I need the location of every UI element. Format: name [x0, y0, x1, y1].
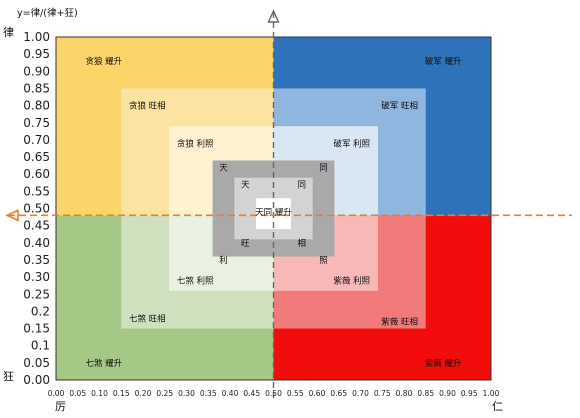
x-tick-label: 0.80: [396, 389, 413, 398]
y-tick-label: 0.75: [23, 116, 50, 130]
y-tick-label: 0.65: [23, 150, 50, 164]
vertical-divider-arrow: [267, 9, 280, 23]
region-label: 破军 旺相: [381, 101, 418, 112]
region-label: 天: [241, 180, 250, 190]
region-label: 破军 利照: [333, 138, 370, 149]
x-tick-label: 0.95: [461, 389, 478, 398]
y-tick-label: 0.45: [23, 219, 50, 233]
region-label: 利: [219, 255, 228, 266]
region-label: 天同 耀升: [255, 207, 292, 218]
region-label: 贪狼 利照: [177, 138, 214, 149]
y-tick-label: 0.40: [23, 236, 50, 250]
x-tick-label: 0.10: [91, 389, 108, 398]
region-label: 七煞 利照: [177, 276, 214, 287]
y-tick-label: 0.55: [23, 184, 50, 198]
x-tick-label: 0.35: [200, 389, 217, 398]
x-tick-label: 0.50: [265, 389, 282, 398]
x-left-label: 厉: [55, 400, 66, 413]
x-tick-label: 0.20: [135, 389, 152, 398]
y-tick-label: 0.00: [23, 373, 50, 387]
region-label: 照: [319, 256, 328, 266]
y-tick-label: 0.95: [23, 47, 50, 61]
x-tick-label: 0.00: [48, 389, 65, 398]
y-tick-label: 0.85: [23, 81, 50, 95]
region-label: 贪狼 耀升: [85, 56, 122, 67]
region-label: 紫薇 利照: [333, 276, 370, 287]
y-tick-label: 0.05: [23, 356, 50, 370]
x-tick-labels: 0.00 0.05 0.10 0.15 0.20 0.25 0.30 0.35 0.40 0.45…: [48, 389, 500, 398]
y-tick-label: 0.80: [23, 99, 50, 113]
x-right-label: 仁: [492, 400, 503, 413]
region-label: 七煞 旺相: [129, 313, 166, 324]
region-label: 天: [219, 163, 228, 173]
y-tick-label: 0.50: [23, 202, 50, 216]
y-tick-label: 0.1: [31, 339, 50, 353]
x-tick-label: 0.90: [439, 389, 456, 398]
x-tick-label: 0.05: [69, 389, 86, 398]
y-tick-label: 0.70: [23, 133, 50, 147]
y-tick-label: 0.35: [23, 253, 50, 267]
region-label: 贪狼 旺相: [129, 101, 166, 112]
y-tick-label: 0.60: [23, 167, 50, 181]
x-tick-label: 1.00: [483, 389, 500, 398]
region-label: 同: [319, 163, 328, 173]
x-tick-label: 0.40: [222, 389, 239, 398]
x-tick-label: 0.85: [417, 389, 434, 398]
y-tick-label: 0.30: [23, 270, 50, 284]
x-tick-label: 0.25: [156, 389, 173, 398]
y-tick-label: 0.15: [23, 322, 50, 336]
region-label: 同: [298, 180, 307, 190]
region-label: 紫薇 旺相: [381, 317, 418, 328]
region-label: 相: [298, 238, 307, 249]
region-label: 七煞 耀升: [85, 358, 122, 369]
x-tick-label: 0.60: [309, 389, 326, 398]
x-tick-label: 0.15: [113, 389, 130, 398]
y-tick-labels: 0.00 0.05 0.1 0.15 0.2 0.25 0.30 0.35 0.40 0.45 0.…: [23, 30, 50, 387]
x-tick-label: 0.30: [178, 389, 195, 398]
x-tick-label: 0.75: [374, 389, 391, 398]
region-label: 破军 耀升: [425, 56, 462, 67]
chart-regions: [55, 36, 492, 381]
horizontal-divider-arrow: [5, 209, 19, 222]
chart-title: y=律/(律+狂): [17, 7, 78, 19]
region-label: 旺: [241, 239, 250, 249]
region-label: 紫薇 耀升: [425, 358, 462, 369]
y-tick-label: 0.25: [23, 287, 50, 301]
x-tick-label: 0.70: [352, 389, 369, 398]
y-bottom-label: 狂: [3, 370, 14, 383]
x-tick-label: 0.55: [287, 389, 304, 398]
y-tick-label: 0.90: [23, 64, 50, 78]
y-tick-label: 1.00: [23, 30, 50, 44]
x-tick-label: 0.65: [330, 389, 347, 398]
y-tick-label: 0.2: [31, 304, 50, 318]
chart-dividers: [5, 9, 572, 398]
x-tick-label: 0.45: [243, 389, 260, 398]
y-top-label: 律: [3, 26, 14, 39]
